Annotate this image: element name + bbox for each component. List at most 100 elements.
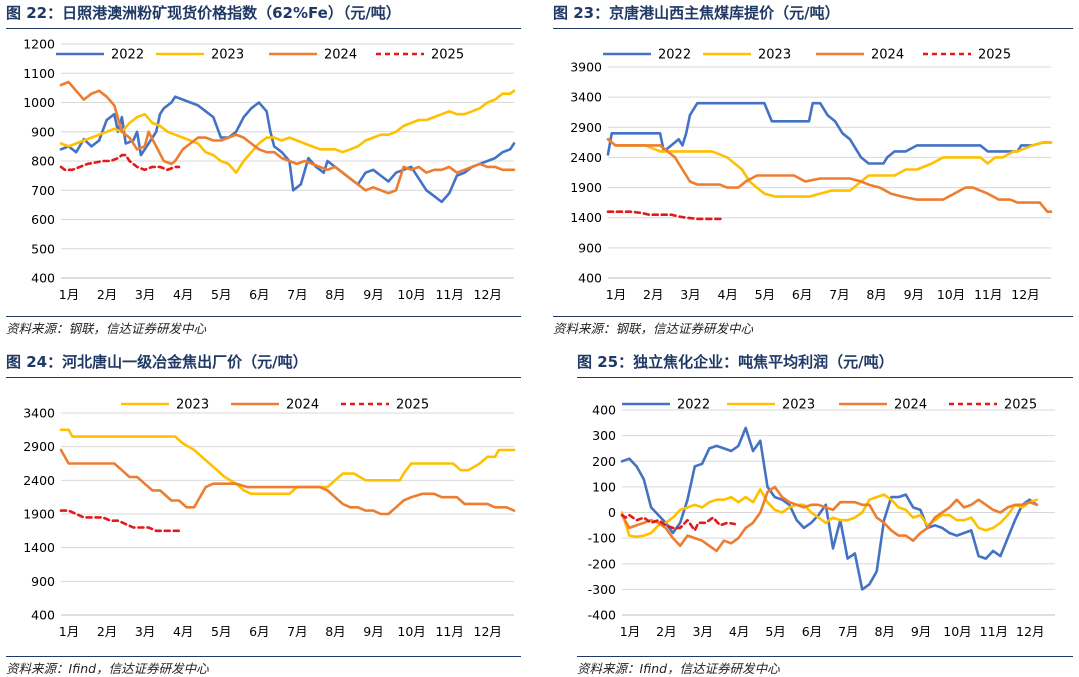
x-tick-label: 9月 xyxy=(904,287,924,302)
y-tick-label: 900 xyxy=(578,240,602,255)
x-tick-label: 2月 xyxy=(97,287,117,302)
y-tick-label: 1400 xyxy=(570,210,602,225)
y-tick-label: 400 xyxy=(592,403,616,418)
legend-label: 2024 xyxy=(894,398,927,413)
series-line-2023 xyxy=(59,428,516,496)
legend-item-2025: 2025 xyxy=(923,48,1011,63)
y-tick-label: 2900 xyxy=(23,439,55,454)
x-tick-label: 9月 xyxy=(363,287,383,302)
y-tick-label: 600 xyxy=(31,212,55,227)
legend-item-2022: 2022 xyxy=(56,48,144,63)
x-tick-label: 12月 xyxy=(474,624,502,639)
chart-panel-23: 图 23：京唐港山西主焦煤库提价（元/吨） 400 900 1400 1900 2400… xyxy=(553,0,1073,338)
x-tick-label: 9月 xyxy=(911,624,931,639)
legend-item-2025: 2025 xyxy=(949,398,1037,413)
x-tick-label: 1月 xyxy=(606,287,626,302)
legend-item-2024: 2024 xyxy=(269,48,357,63)
x-tick-label: 8月 xyxy=(874,624,894,639)
legend-label: 2025 xyxy=(978,48,1011,63)
chart-panel-24: 图 24：河北唐山一级冶金焦出厂价（元/吨） 400 900 1400 1900 240… xyxy=(6,349,521,677)
y-tick-label: 900 xyxy=(31,574,55,589)
y-tick-label: 500 xyxy=(31,241,55,256)
y-tick-label: -100 xyxy=(588,531,616,546)
line-chart-coking-profit: -400 -300 -200 -100 0 100 200 300 400 1月 2月 3月 4月 5月 6… xyxy=(588,398,1055,639)
x-tick-label: 10月 xyxy=(397,624,425,639)
y-tick-label: 3900 xyxy=(570,60,602,75)
x-tick-label: 4月 xyxy=(717,287,737,302)
y-tick-label: 700 xyxy=(31,183,55,198)
x-tick-label: 6月 xyxy=(249,624,269,639)
x-tick-label: 10月 xyxy=(937,287,965,302)
title-divider xyxy=(553,28,1073,29)
chart-panel-25: 图 25：独立焦化企业：吨焦平均利润（元/吨） -400 -300 -200 -100… xyxy=(577,349,1073,677)
y-tick-label: 2900 xyxy=(570,120,602,135)
x-tick-label: 5月 xyxy=(211,287,231,302)
y-tick-label: -200 xyxy=(588,556,616,571)
series-line-2022 xyxy=(59,95,516,204)
legend-label: 2023 xyxy=(758,48,791,63)
series-line-2025 xyxy=(59,509,181,533)
line-chart-coking-coal: 400 900 1400 1900 2400 2900 3400 3900 1月 2月 3月 4月 5月… xyxy=(570,48,1053,302)
series-line-2024 xyxy=(606,138,1053,213)
y-tick-label: 200 xyxy=(592,454,616,469)
y-tick-label: 1200 xyxy=(23,37,55,52)
x-tick-label: 4月 xyxy=(173,287,193,302)
legend-label: 2022 xyxy=(658,48,691,63)
chart-title: 图 24：河北唐山一级冶金焦出厂价（元/吨） xyxy=(6,353,308,371)
x-tick-label: 2月 xyxy=(656,624,676,639)
x-tick-label: 9月 xyxy=(363,624,383,639)
legend-label: 2024 xyxy=(871,48,904,63)
y-tick-label: 3400 xyxy=(23,406,55,421)
legend-item-2024: 2024 xyxy=(816,48,904,63)
y-tick-label: 1000 xyxy=(23,95,55,110)
chart-panel-22: 图 22：日照港澳洲粉矿现货价格指数（62%Fe）（元/吨） 400 500 600… xyxy=(6,0,521,338)
source-note: 资料来源：Ifind，信达证券研发中心 xyxy=(6,661,209,676)
source-divider xyxy=(6,316,521,317)
x-tick-label: 7月 xyxy=(287,287,307,302)
series-line-2023 xyxy=(620,488,1039,539)
title-divider xyxy=(6,377,521,378)
legend-item-2022: 2022 xyxy=(603,48,691,63)
y-tick-label: 3400 xyxy=(570,90,602,105)
legend-label: 2025 xyxy=(431,48,464,63)
title-divider xyxy=(577,377,1073,378)
x-tick-label: 6月 xyxy=(802,624,822,639)
legend-label: 2025 xyxy=(1004,398,1037,413)
source-divider xyxy=(577,656,1073,657)
legend-label: 2023 xyxy=(211,48,244,63)
x-tick-label: 7月 xyxy=(287,624,307,639)
y-tick-label: 900 xyxy=(31,124,55,139)
x-tick-label: 3月 xyxy=(135,624,155,639)
legend-label: 2023 xyxy=(176,398,209,413)
legend-item-2023: 2023 xyxy=(703,48,791,63)
x-tick-label: 6月 xyxy=(249,287,269,302)
legend-item-2024: 2024 xyxy=(839,398,927,413)
y-tick-label: 400 xyxy=(578,271,602,286)
y-tick-label: 100 xyxy=(592,479,616,494)
series-line-2024 xyxy=(620,485,1039,553)
x-tick-label: 10月 xyxy=(943,624,971,639)
x-tick-label: 8月 xyxy=(866,287,886,302)
series-line-2025 xyxy=(620,513,737,532)
legend-item-2024: 2024 xyxy=(231,398,319,413)
y-tick-label: 2400 xyxy=(570,150,602,165)
y-tick-label: 1900 xyxy=(570,180,602,195)
line-chart-coke-price: 400 900 1400 1900 2400 2900 3400 1月 2月 3月 4月 5月 6月 7月… xyxy=(23,398,516,639)
legend-label: 2024 xyxy=(286,398,319,413)
legend-label: 2024 xyxy=(324,48,357,63)
x-tick-label: 12月 xyxy=(474,287,502,302)
x-tick-label: 11月 xyxy=(435,287,463,302)
legend-label: 2022 xyxy=(111,48,144,63)
series-line-2025 xyxy=(59,153,181,172)
series-line-2023 xyxy=(59,89,516,174)
x-tick-label: 5月 xyxy=(211,624,231,639)
x-tick-label: 2月 xyxy=(643,287,663,302)
y-tick-label: 400 xyxy=(31,608,55,623)
title-divider xyxy=(6,28,521,29)
legend-item-2025: 2025 xyxy=(376,48,464,63)
x-tick-label: 11月 xyxy=(435,624,463,639)
chart-title: 图 23：京唐港山西主焦煤库提价（元/吨） xyxy=(553,4,840,22)
line-chart-iron-ore: 400 500 600 700 800 900 1000 1100 1200 1月 2月 3月 4月 5月… xyxy=(23,37,516,302)
y-tick-label: 1400 xyxy=(23,540,55,555)
legend-item-2022: 2022 xyxy=(622,398,710,413)
